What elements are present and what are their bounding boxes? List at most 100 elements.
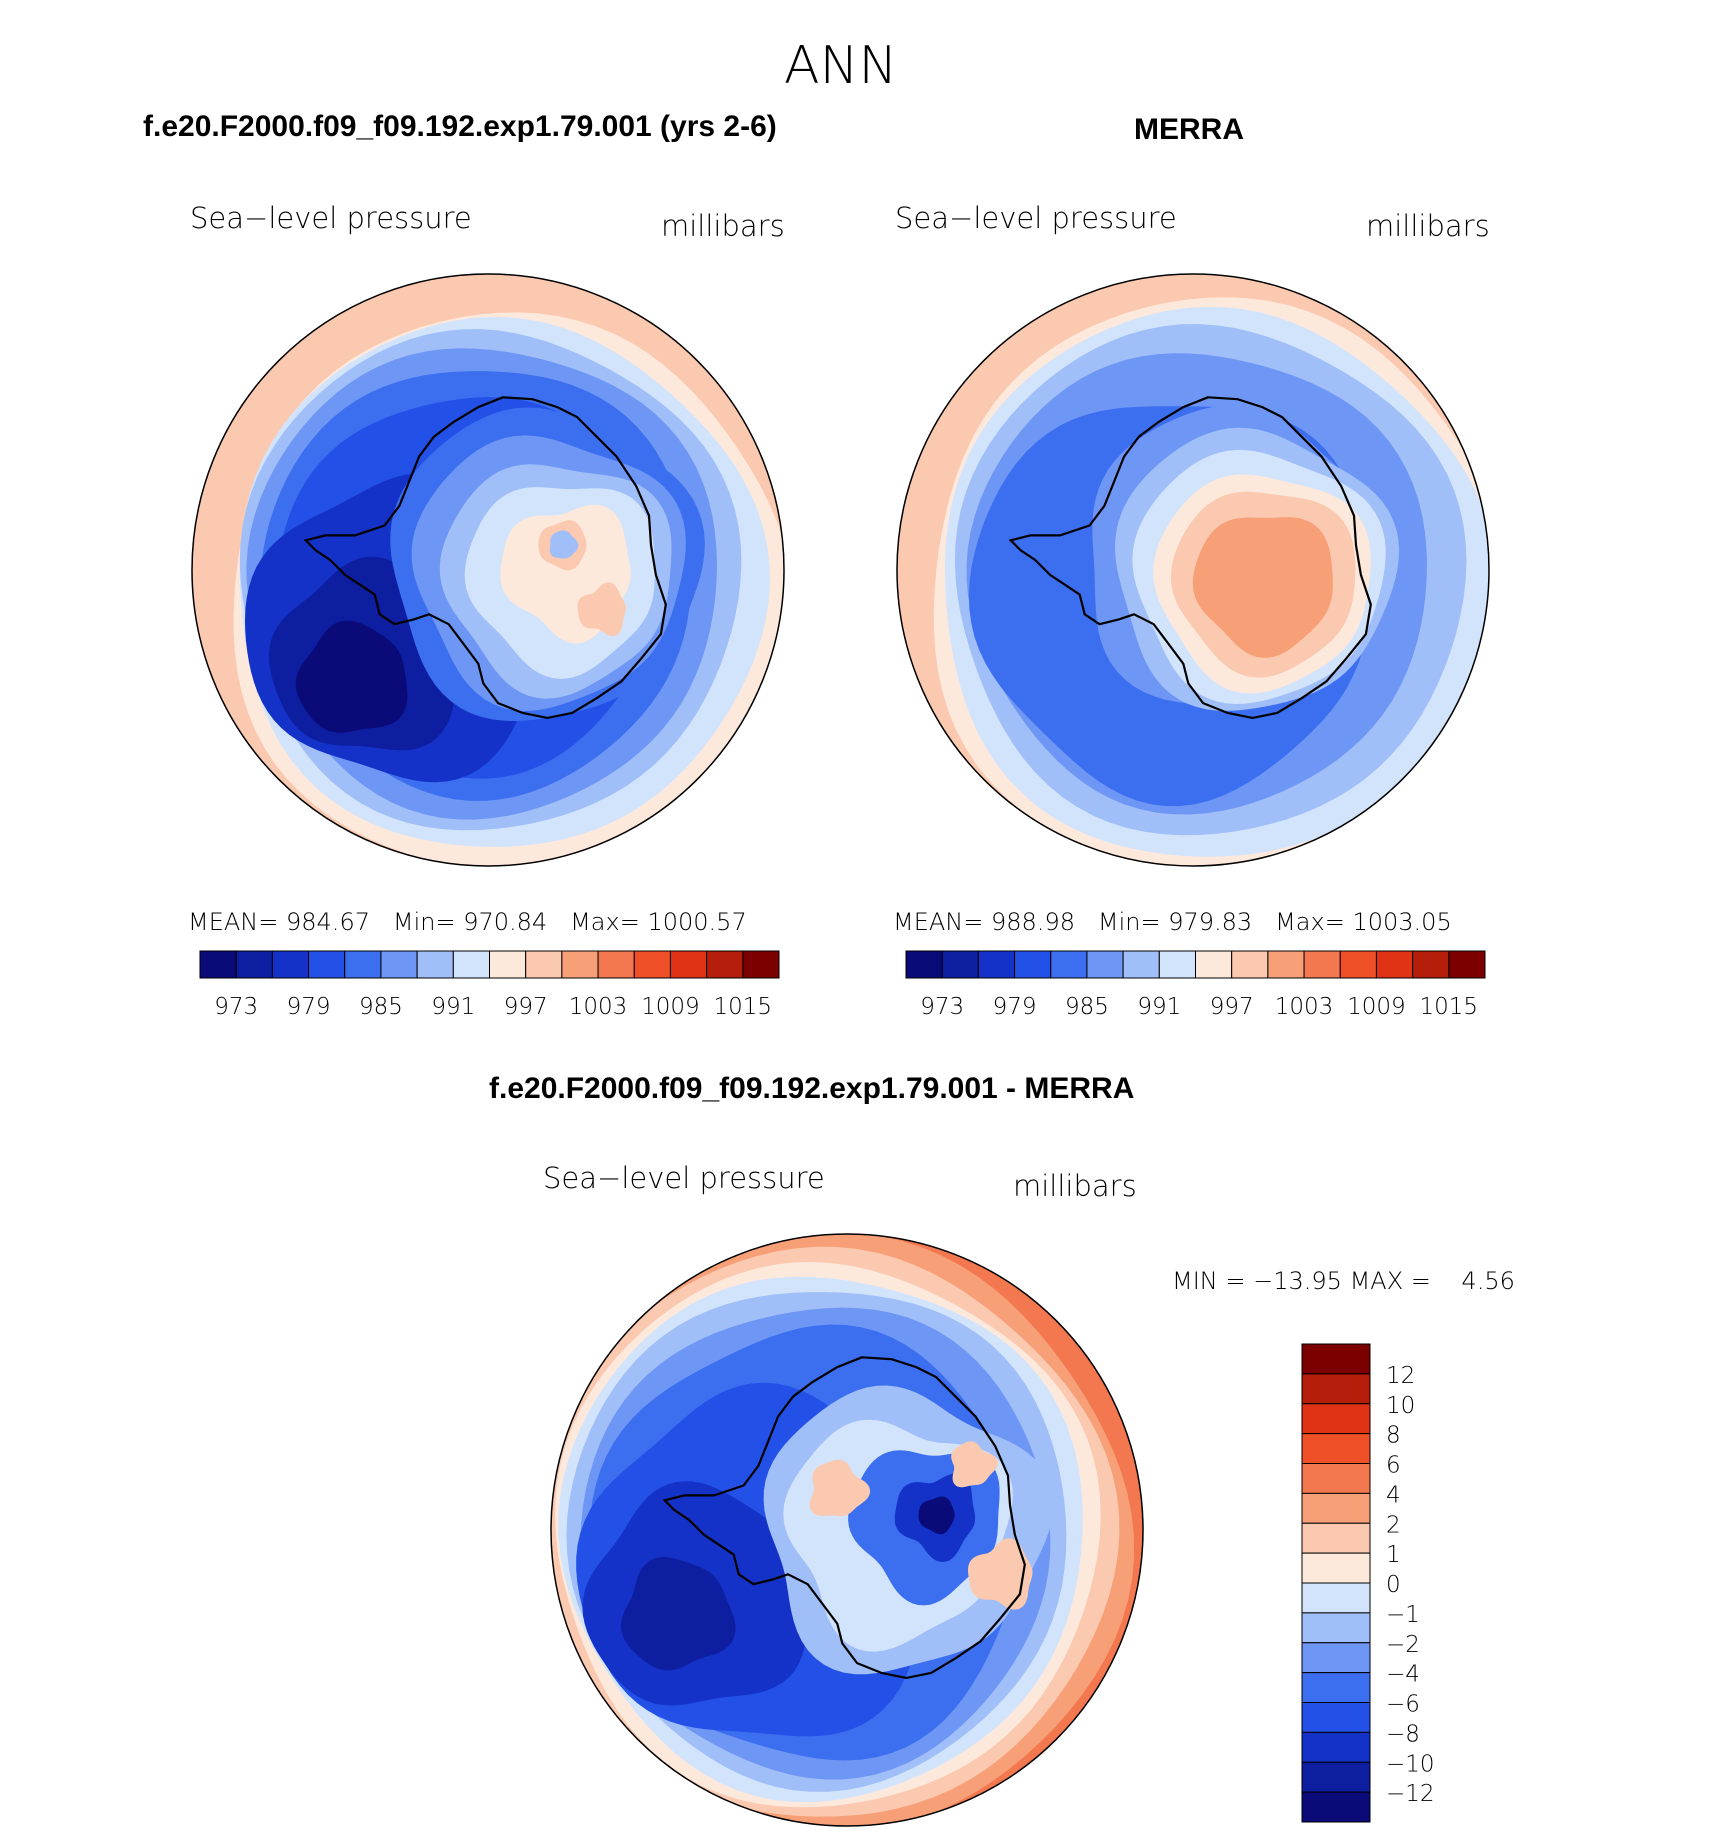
panel1-map xyxy=(191,273,785,867)
panel1-colorbar-box xyxy=(271,950,310,979)
panel2-min-value: 979.83 xyxy=(1168,908,1253,936)
panel3-colorbar-tick: 4 xyxy=(1386,1482,1401,1508)
panel2-colorbar-box xyxy=(1375,950,1414,979)
panel3-colorbar-box xyxy=(1301,1702,1371,1733)
panel1-colorbar-box xyxy=(561,950,599,979)
panel1-max-label: Max= xyxy=(570,908,640,936)
panel1-colorbar-box xyxy=(669,950,708,979)
panel3-colorbar-tick: 2 xyxy=(1386,1512,1401,1538)
panel2-colorbar-box xyxy=(1122,950,1160,979)
panel2-colorbar-tick: 1009 xyxy=(1347,994,1406,1020)
panel3-colorbar-tick: −12 xyxy=(1386,1781,1435,1807)
panel3-colorbar-tick: −2 xyxy=(1386,1632,1420,1658)
panel3-colorbar-tick: 12 xyxy=(1386,1363,1415,1389)
panel3-colorbar-box xyxy=(1301,1433,1371,1464)
panel3-colorbar-box xyxy=(1301,1522,1371,1554)
panel2-colorbar-box xyxy=(905,950,943,979)
panel3-max-value: 4.56 xyxy=(1461,1267,1515,1295)
panel1-variable-label: Sea−level pressure xyxy=(190,201,472,235)
panel2-mean-value: 988.98 xyxy=(991,908,1075,936)
panel3-contour-15 xyxy=(918,1496,955,1535)
panel1-colorbar-box xyxy=(525,950,563,979)
panel3-variable-label: Sea−level pressure xyxy=(543,1161,825,1195)
panel1-colorbar-box xyxy=(597,950,635,979)
panel1-colorbar-tick: 991 xyxy=(431,994,475,1020)
panel3-colorbar-box xyxy=(1301,1463,1371,1494)
panel3-colorbar-box xyxy=(1301,1791,1371,1823)
panel3-colorbar-box xyxy=(1301,1642,1371,1674)
panel3-colorbar-box xyxy=(1301,1552,1371,1584)
panel1-colorbar-tick: 1015 xyxy=(714,994,773,1020)
panel2-colorbar-box xyxy=(977,950,1016,979)
panel1-contour-16 xyxy=(577,582,626,636)
panel2-colorbar-box xyxy=(1050,950,1088,979)
panel1-min-value: 970.84 xyxy=(463,908,548,936)
panel2-case-title: MERRA xyxy=(1134,113,1244,146)
panel2-min-label: Min= xyxy=(1097,908,1161,936)
panel3-colorbar-tick: −6 xyxy=(1386,1692,1420,1718)
panel3-colorbar-tick: −4 xyxy=(1386,1662,1420,1688)
panel2-colorbar-box xyxy=(1014,950,1052,979)
panel1-max-value: 1000.57 xyxy=(647,908,747,936)
panel3-colorbar-box xyxy=(1301,1373,1371,1405)
panel1-map-border xyxy=(191,273,785,867)
panel1-colorbar: 973 979 985 991 997 1003 1009 1015 xyxy=(199,950,780,1020)
panel3-case-title: f.e20.F2000.f09_f09.192.exp1.79.001 - ME… xyxy=(489,1072,1135,1105)
panel1-mean-label: MEAN= xyxy=(188,908,279,936)
panel3-colorbar-tick: −10 xyxy=(1386,1751,1435,1777)
panel3-min-label: MIN = xyxy=(1172,1267,1246,1295)
panel3-colorbar-tick: 0 xyxy=(1386,1572,1401,1598)
panel2-colorbar-box xyxy=(1339,950,1377,979)
panel1-coastline xyxy=(303,396,667,720)
panel3-colorbar-tick: −8 xyxy=(1386,1721,1420,1747)
panel3-min-value: −13.95 xyxy=(1253,1267,1342,1295)
panel3-contour-17 xyxy=(809,1459,871,1517)
panel3-map-border xyxy=(550,1233,1144,1827)
panel2-colorbar-box xyxy=(1267,950,1305,979)
panel2-variable-label: Sea−level pressure xyxy=(895,201,1177,235)
panel2-coastline xyxy=(1008,396,1372,720)
panel2-colorbar-box xyxy=(1303,950,1341,979)
panel3-colorbar-box xyxy=(1301,1761,1371,1793)
panel1-min-label: Min= xyxy=(392,908,456,936)
panel3-colorbar-tick: 6 xyxy=(1386,1453,1401,1479)
panel1-colorbar-tick: 1009 xyxy=(641,994,700,1020)
panel3-max-label: MAX = xyxy=(1349,1267,1431,1295)
panel2-colorbar-box xyxy=(1231,950,1269,979)
panel1-stats: MEAN= 984.67 Min= 970.84 Max= 1000.57 xyxy=(188,908,747,936)
panel1-colorbar-box xyxy=(308,950,346,979)
panel2-colorbar-box xyxy=(1412,950,1450,979)
panel1-colorbar-box xyxy=(706,950,744,979)
panel1-colorbar-tick: 1003 xyxy=(569,994,628,1020)
panel1-colorbar-box xyxy=(489,950,527,979)
panel3-stats: MIN = −13.95 MAX = 4.56 xyxy=(1172,1267,1515,1295)
panel1-colorbar-box xyxy=(452,950,490,979)
panel2-colorbar-box xyxy=(1158,950,1196,979)
panel1-colorbar-box xyxy=(742,950,780,979)
panel1-colorbar-box xyxy=(380,950,418,979)
panel1-contour-17 xyxy=(549,530,579,559)
panel3-colorbar-box xyxy=(1301,1582,1371,1614)
panel3-colorbar-tick: 8 xyxy=(1386,1423,1401,1449)
panel1-contour-9 xyxy=(295,620,408,733)
panel2-map-border xyxy=(896,273,1490,867)
panel1-colorbar-box xyxy=(633,950,671,979)
panel1-units-label: millibars xyxy=(661,209,785,243)
panel3-colorbar-box xyxy=(1301,1731,1371,1763)
panel3-colorbar-tick: 10 xyxy=(1386,1393,1415,1419)
panel2-mean-label: MEAN= xyxy=(893,908,984,936)
panel2-contour-11 xyxy=(1192,517,1333,658)
panel1-colorbar-box xyxy=(235,950,273,979)
panel1-colorbar-box xyxy=(344,950,382,979)
panel3-units-label: millibars xyxy=(1013,1169,1137,1203)
panel3-contour-10 xyxy=(621,1557,736,1671)
panel2-colorbar-tick: 979 xyxy=(993,994,1037,1020)
panel2-stats: MEAN= 988.98 Min= 979.83 Max= 1003.05 xyxy=(893,908,1452,936)
panel3-contour-18 xyxy=(951,1441,998,1488)
panel3-colorbar-box xyxy=(1301,1672,1371,1703)
panel3-map xyxy=(550,1233,1144,1827)
panel2-colorbar-tick: 991 xyxy=(1137,994,1181,1020)
panel3-colorbar-box xyxy=(1301,1492,1371,1524)
panel2-colorbar-box xyxy=(1086,950,1124,979)
